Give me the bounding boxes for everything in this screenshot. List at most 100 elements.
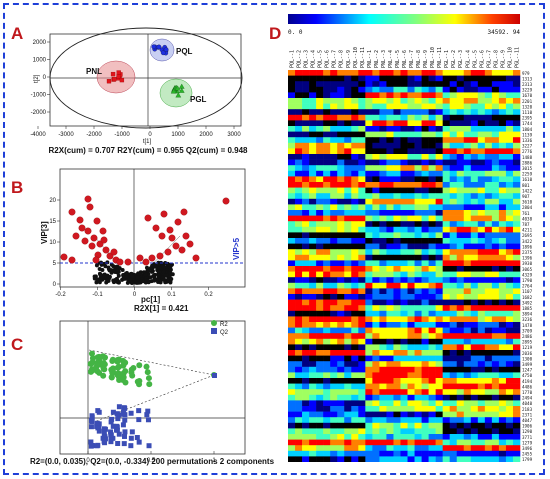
heatmap-cell bbox=[365, 310, 373, 317]
heatmap-cell bbox=[421, 243, 429, 250]
heatmap-cell bbox=[386, 288, 394, 295]
heatmap-cell bbox=[456, 221, 465, 228]
heatmap-cell bbox=[379, 198, 387, 205]
panel-c-points bbox=[87, 350, 217, 449]
heatmap-cell bbox=[421, 327, 429, 334]
heatmap-cell bbox=[330, 372, 338, 379]
heatmap-cell bbox=[330, 120, 338, 127]
heatmap-cell bbox=[407, 411, 415, 418]
nonsig-feature-point bbox=[168, 263, 173, 268]
heatmap-cell bbox=[337, 204, 345, 211]
heatmap-cell bbox=[407, 366, 415, 373]
heatmap-cell bbox=[428, 322, 436, 328]
heatmap-cell bbox=[323, 210, 331, 216]
heatmap-cell bbox=[288, 154, 296, 160]
heatmap-cell bbox=[470, 260, 479, 267]
heatmap-cell bbox=[407, 299, 415, 306]
heatmap-cell bbox=[512, 92, 521, 99]
heatmap-cell bbox=[351, 456, 359, 462]
heatmap-cell bbox=[470, 182, 479, 188]
heatmap-cell bbox=[512, 170, 521, 177]
heatmap-cell bbox=[498, 126, 507, 132]
heatmap-cell bbox=[351, 137, 359, 144]
heatmap-cell bbox=[365, 400, 373, 407]
heatmap-row-label: 2375 bbox=[522, 250, 533, 255]
heatmap-cell bbox=[323, 350, 331, 356]
heatmap-cell bbox=[414, 182, 422, 188]
heatmap-cell bbox=[477, 428, 486, 435]
heatmap-column-label: PNL--10 bbox=[430, 47, 436, 68]
heatmap-cell bbox=[295, 383, 303, 390]
q2-permutation-point bbox=[116, 431, 122, 437]
heatmap-cell bbox=[491, 327, 500, 334]
panel-a-xtick-label: 3000 bbox=[227, 132, 241, 138]
heatmap-cell bbox=[372, 114, 380, 121]
heatmap-cell bbox=[295, 170, 303, 177]
heatmap-cell bbox=[498, 165, 507, 172]
heatmap-cell bbox=[414, 86, 422, 93]
heatmap-cell bbox=[442, 450, 450, 457]
heatmap-cell bbox=[323, 187, 331, 194]
heatmap-cell bbox=[463, 238, 472, 244]
heatmap-cell bbox=[372, 126, 380, 132]
heatmap-cell bbox=[456, 344, 465, 351]
heatmap-cell bbox=[386, 165, 394, 172]
heatmap-cell bbox=[512, 193, 521, 200]
heatmap-cell bbox=[512, 126, 521, 132]
heatmap-cell bbox=[309, 389, 317, 396]
heatmap-cell bbox=[302, 333, 310, 340]
heatmap-cell bbox=[407, 170, 415, 177]
heatmap-cell bbox=[316, 456, 324, 462]
heatmap-cell bbox=[470, 333, 479, 340]
q2-permutation-point bbox=[109, 416, 115, 422]
heatmap-cell bbox=[379, 450, 387, 457]
heatmap-cell bbox=[505, 299, 514, 306]
heatmap-cell bbox=[484, 86, 493, 93]
heatmap-cell bbox=[435, 456, 443, 462]
heatmap-cell bbox=[386, 383, 394, 390]
heatmap-cell bbox=[414, 333, 422, 340]
heatmap-cell bbox=[365, 350, 373, 356]
heatmap-cell bbox=[295, 109, 303, 116]
heatmap-cell bbox=[379, 355, 387, 362]
heatmap-cell bbox=[512, 294, 521, 300]
heatmap-cell bbox=[505, 310, 514, 317]
heatmap-cell bbox=[491, 120, 500, 127]
heatmap-cell bbox=[428, 299, 436, 306]
heatmap-cell bbox=[302, 131, 310, 138]
heatmap-cell bbox=[477, 103, 486, 110]
heatmap-cell bbox=[456, 422, 465, 429]
heatmap-cell bbox=[456, 75, 465, 82]
heatmap-cell bbox=[323, 109, 331, 116]
heatmap-cell bbox=[386, 148, 394, 155]
heatmap-cell bbox=[407, 165, 415, 172]
heatmap-cell bbox=[316, 434, 324, 440]
heatmap-cell bbox=[435, 355, 443, 362]
heatmap-cell bbox=[484, 361, 493, 368]
heatmap-cell bbox=[435, 170, 443, 177]
heatmap-cell bbox=[463, 422, 472, 429]
heatmap-cell bbox=[288, 266, 296, 272]
heatmap-cell bbox=[323, 456, 331, 462]
pgl-sample-point bbox=[175, 92, 182, 98]
heatmap-cell bbox=[295, 238, 303, 244]
heatmap-cell bbox=[288, 126, 296, 132]
heatmap-column-label: PQL--7 bbox=[332, 50, 338, 68]
heatmap-cell bbox=[379, 327, 387, 334]
nonsig-feature-point bbox=[98, 277, 103, 282]
heatmap-cell bbox=[302, 327, 310, 334]
heatmap-cell bbox=[456, 361, 465, 368]
heatmap-cell bbox=[323, 131, 331, 138]
heatmap-cell bbox=[323, 226, 331, 233]
heatmap-cell bbox=[421, 126, 429, 132]
heatmap-cell bbox=[323, 254, 331, 261]
heatmap-cell bbox=[477, 193, 486, 200]
heatmap-cell bbox=[491, 361, 500, 368]
heatmap-cell bbox=[288, 254, 296, 261]
heatmap-cell bbox=[477, 450, 486, 457]
heatmap-cell bbox=[379, 238, 387, 244]
heatmap-cell bbox=[414, 176, 422, 183]
heatmap-cell bbox=[463, 109, 472, 116]
heatmap-cell bbox=[463, 249, 472, 256]
